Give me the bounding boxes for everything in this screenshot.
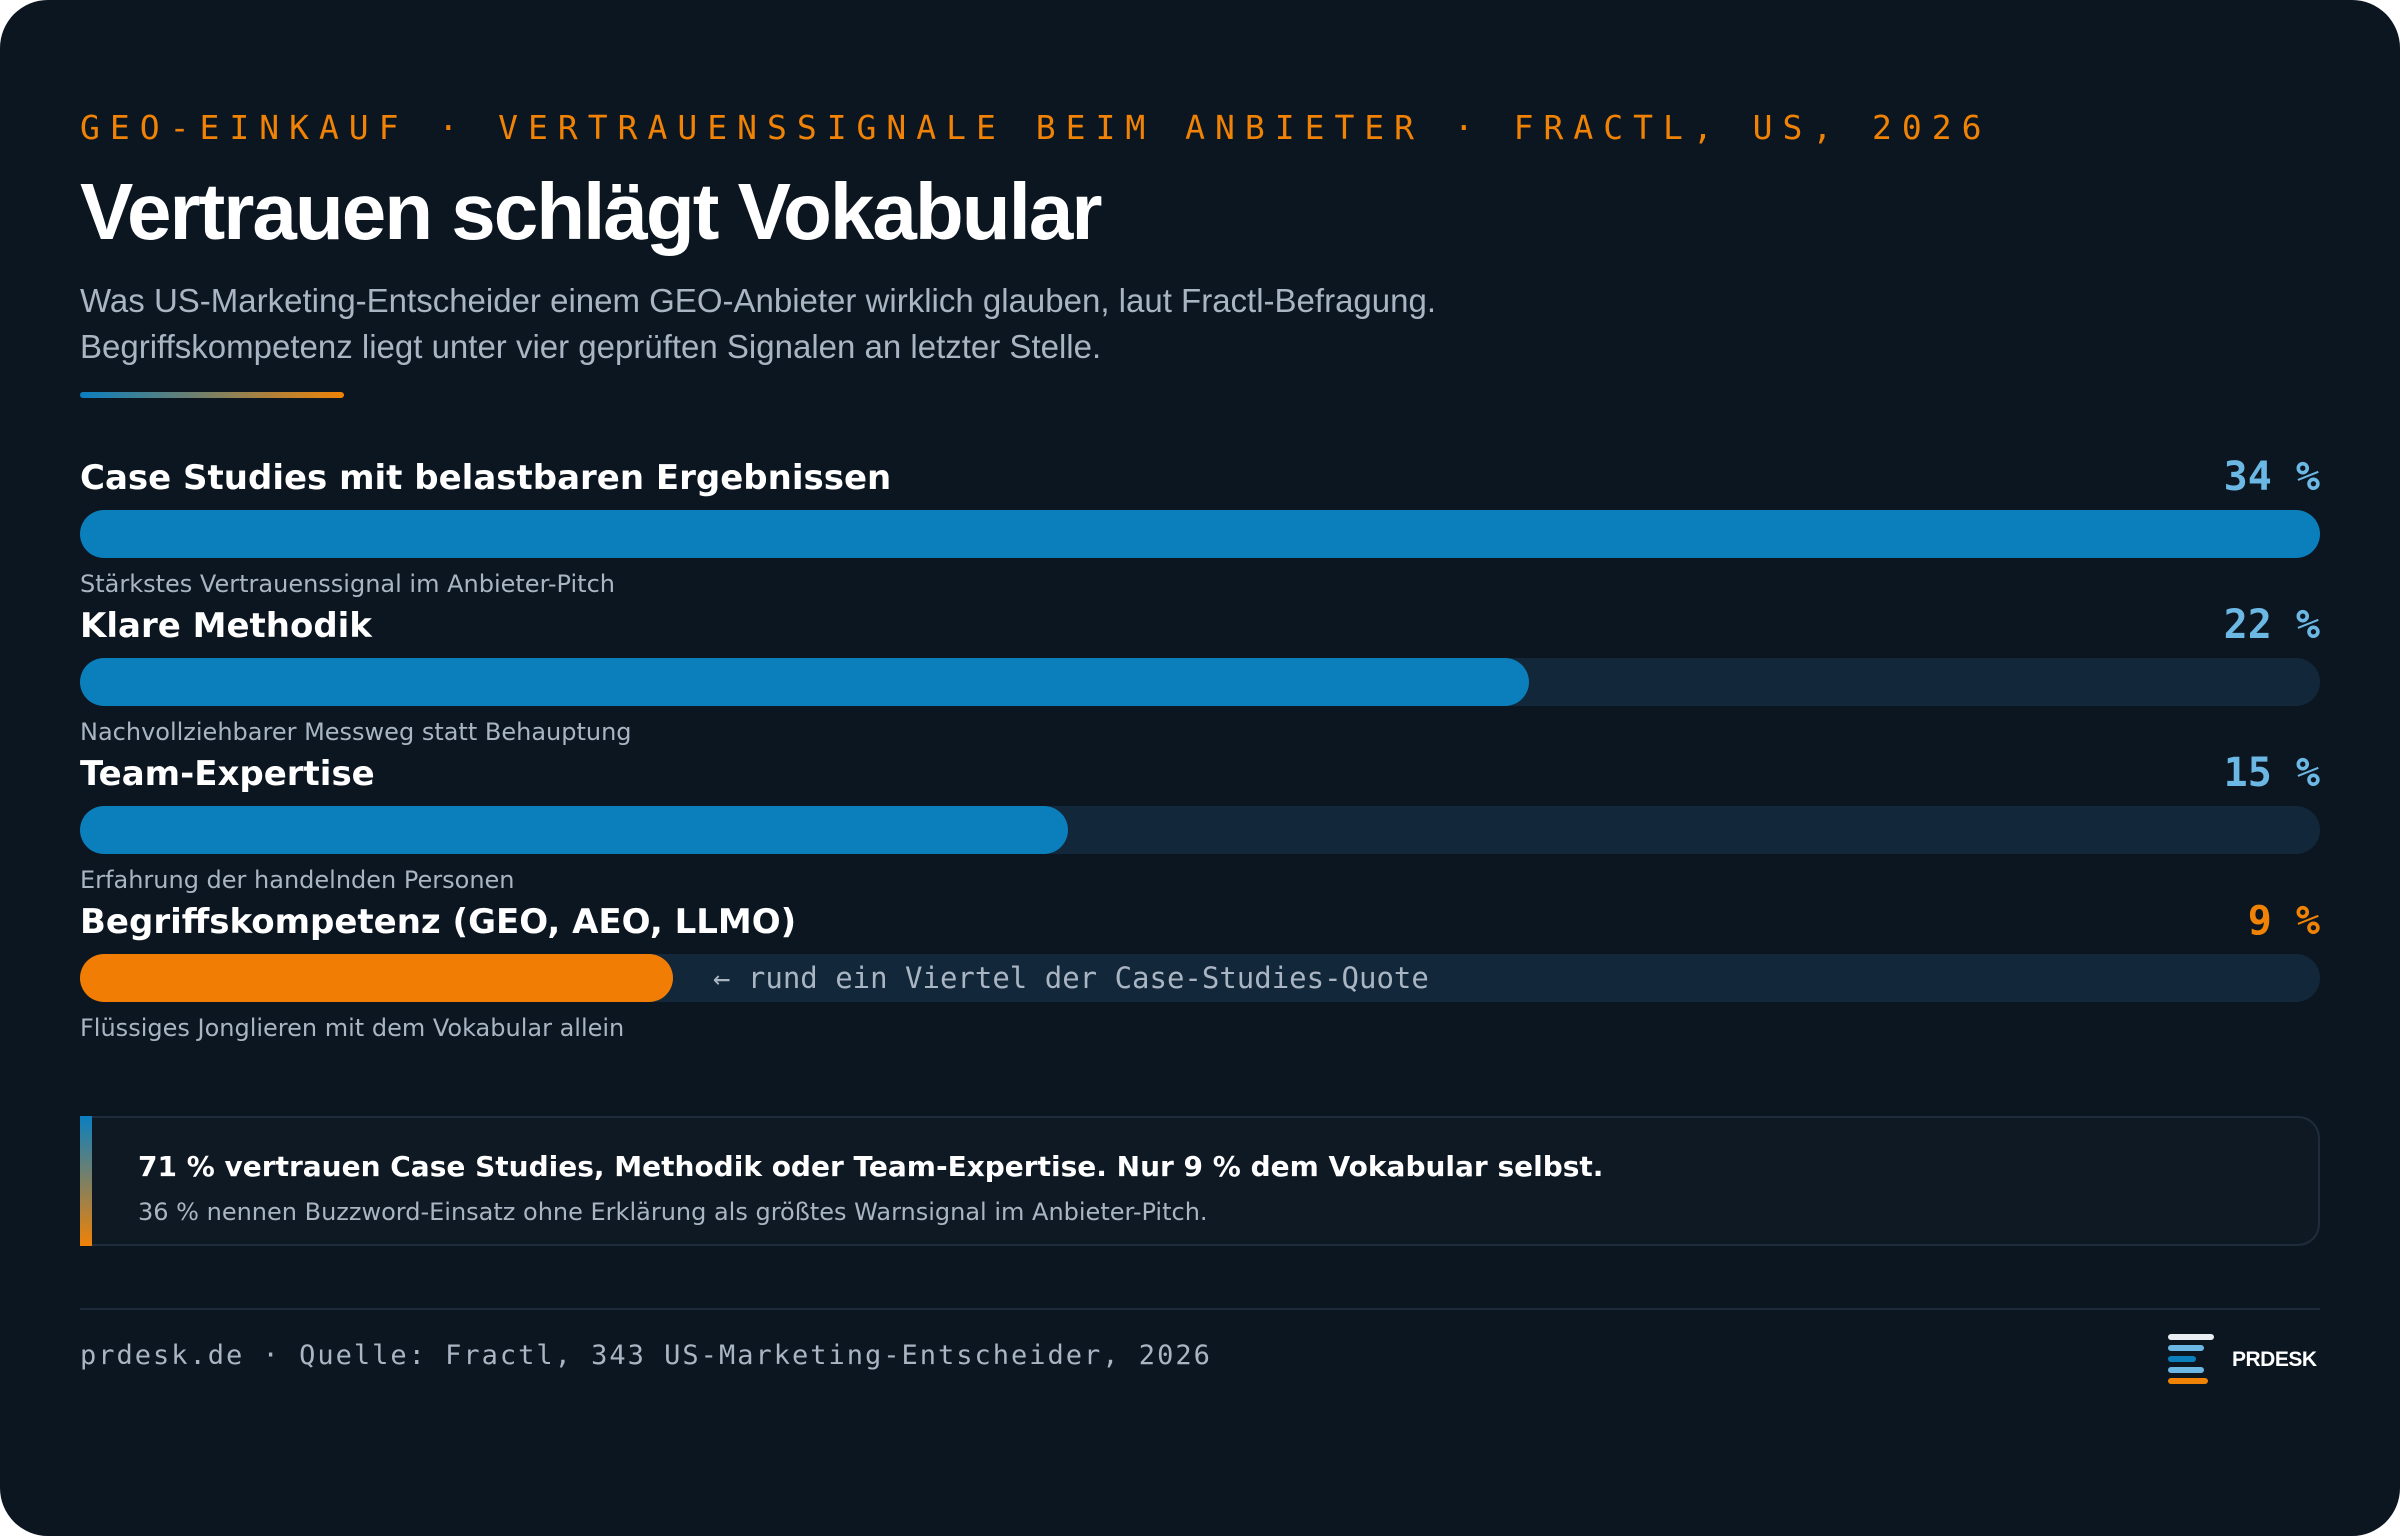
bar-row: Team-Expertise 15 % Erfahrung der handelnd… (80, 750, 2320, 902)
bar-row: Case Studies mit belastbaren Ergebnissen… (80, 454, 2320, 606)
bar-category-label: Klare Methodik (80, 606, 372, 646)
bar-description: Erfahrung der handelnden Personen (80, 866, 515, 894)
bar-description: Stärkstes Vertrauenssignal im Anbieter-P… (80, 570, 615, 598)
bar-value-label: 9 % (2247, 898, 2320, 944)
bar-category-label: Begriffskompetenz (GEO, AEO, LLMO) (80, 902, 797, 942)
bar-category-label: Case Studies mit belastbaren Ergebnissen (80, 458, 892, 498)
bar-row: Klare Methodik 22 % Nachvollziehbarer Mess… (80, 602, 2320, 754)
kicker: GEO-EINKAUF · VERTRAUENSSIGNALE BEIM ANB… (80, 108, 1992, 147)
summary-callout: 71 % vertrauen Case Studies, Methodik od… (80, 1116, 2320, 1246)
subtitle-line: Begriffskompetenz liegt unter vier geprü… (80, 328, 1102, 365)
callout-accent-bar (80, 1116, 92, 1246)
bar-annotation: ← rund ein Viertel der Case-Studies-Quot… (713, 961, 1429, 995)
page-title: Vertrauen schlägt Vokabular (80, 167, 1102, 256)
bar-value-label: 34 % (2223, 454, 2320, 500)
footer-divider (80, 1308, 2320, 1310)
callout-headline: 71 % vertrauen Case Studies, Methodik od… (138, 1150, 1604, 1183)
bar-row: Begriffskompetenz (GEO, AEO, LLMO) 9 % ← r… (80, 898, 2320, 1050)
bar-description: Flüssiges Jonglieren mit dem Vokabular a… (80, 1014, 625, 1042)
bar-description: Nachvollziehbarer Messweg statt Behauptu… (80, 718, 632, 746)
bar-track (80, 510, 2320, 558)
accent-rule (80, 392, 344, 398)
bar-track (80, 806, 2320, 854)
bar-value-label: 22 % (2223, 602, 2320, 648)
bar-value-label: 15 % (2223, 750, 2320, 796)
bar-track (80, 658, 2320, 706)
logo-wordmark: PRDESK (2232, 1348, 2317, 1371)
prdesk-logo: PRDESK (2168, 1334, 2320, 1386)
bar-track: ← rund ein Viertel der Case-Studies-Quot… (80, 954, 2320, 1002)
subtitle: Was US-Marketing-Entscheider einem GEO-A… (80, 278, 1780, 370)
stacked-lines-logo-icon (2168, 1334, 2214, 1386)
bar (80, 510, 2320, 558)
bar (80, 658, 1529, 706)
bar-category-label: Team-Expertise (80, 754, 375, 794)
subtitle-line: Was US-Marketing-Entscheider einem GEO-A… (80, 282, 1436, 319)
bar (80, 954, 673, 1002)
callout-note: 36 % nennen Buzzword-Einsatz ohne Erklär… (138, 1198, 1208, 1226)
footer-source: prdesk.de · Quelle: Fractl, 343 US-Marke… (80, 1340, 1212, 1371)
bar (80, 806, 1068, 854)
